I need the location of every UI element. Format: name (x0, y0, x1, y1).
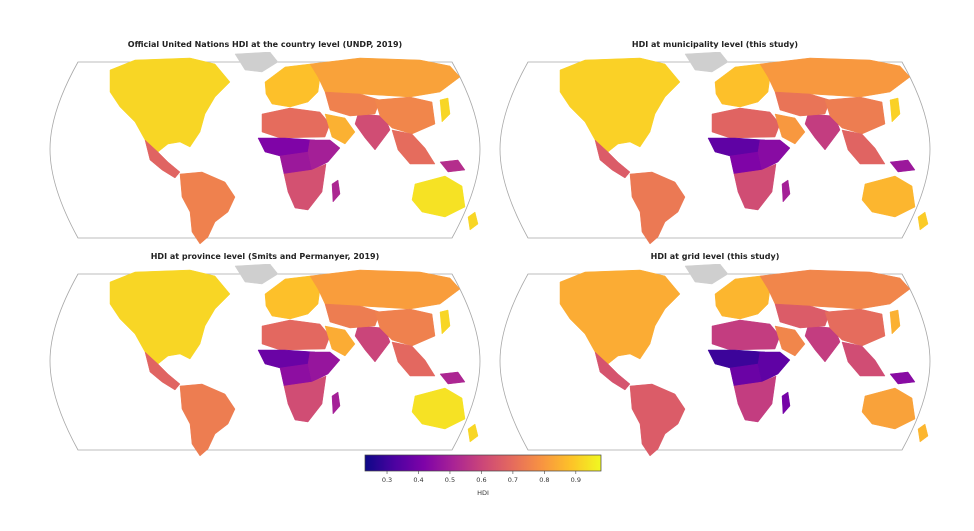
region-north-africa (261, 319, 331, 351)
region-central-asia (324, 303, 381, 329)
region-arabian-peninsula (324, 113, 356, 145)
region-europe (714, 275, 771, 320)
colorbar-tick-label: 0.4 (413, 476, 423, 484)
colorbar-tick-label: 0.3 (382, 476, 392, 484)
world-map (49, 52, 481, 245)
region-new-zealand (467, 211, 479, 231)
region-central-america (594, 351, 631, 391)
region-central-asia (324, 91, 381, 117)
region-east-africa (307, 351, 341, 383)
colorbar: 0.3 0.4 0.5 0.6 0.7 0.8 0.9 HDI (360, 450, 610, 510)
region-new-zealand (467, 423, 479, 443)
region-south-america (179, 383, 236, 457)
region-north-america (109, 269, 231, 365)
region-papua-new-guinea (889, 371, 916, 385)
region-russia (309, 57, 461, 98)
region-greenland (684, 264, 729, 285)
panel-title: HDI at province level (Smits and Permany… (150, 252, 380, 261)
world-map (499, 52, 931, 245)
region-papua-new-guinea (439, 371, 466, 385)
region-south-america (629, 383, 686, 457)
region-arabian-peninsula (774, 325, 806, 357)
region-central-asia (774, 303, 831, 329)
region-north-america (109, 57, 231, 153)
region-southeast-asia (841, 129, 886, 165)
region-north-america (559, 269, 681, 365)
region-papua-new-guinea (889, 159, 916, 173)
region-greenland (684, 52, 729, 73)
region-arabian-peninsula (774, 113, 806, 145)
map-panel-province-level: HDI at province level (Smits and Permany… (40, 252, 490, 457)
region-madagascar (781, 391, 791, 415)
region-japan (889, 309, 901, 335)
map-panel-grid-level: HDI at grid level (this study) (490, 252, 940, 457)
colorbar-tick-label: 0.5 (445, 476, 455, 484)
region-southern-africa (733, 375, 777, 423)
colorbar-svg: 0.3 0.4 0.5 0.6 0.7 0.8 0.9 HDI (364, 454, 602, 497)
region-southeast-asia (391, 129, 436, 165)
region-china-east-asia (824, 96, 886, 135)
region-east-africa (307, 139, 341, 171)
region-north-africa (711, 107, 781, 139)
region-japan (439, 309, 451, 335)
region-australia (411, 175, 466, 218)
region-southern-africa (733, 163, 777, 211)
map-panel-country-level: Official United Nations HDI at the count… (40, 40, 490, 245)
region-north-america (559, 57, 681, 153)
colorbar-tick-label: 0.8 (539, 476, 549, 484)
region-central-america (144, 351, 181, 391)
region-south-america (179, 171, 236, 245)
panel-title: HDI at municipality level (this study) (631, 40, 799, 49)
region-china-east-asia (374, 308, 436, 347)
map-frame (49, 273, 481, 451)
region-japan (889, 97, 901, 123)
region-china-east-asia (374, 96, 436, 135)
region-madagascar (331, 179, 341, 203)
colorbar-gradient (364, 454, 602, 472)
world-map (499, 264, 931, 457)
region-southern-africa (283, 163, 327, 211)
region-australia (411, 387, 466, 430)
region-central-america (144, 139, 181, 179)
region-southern-africa (283, 375, 327, 423)
region-arabian-peninsula (324, 325, 356, 357)
region-central-asia (774, 91, 831, 117)
region-papua-new-guinea (439, 159, 466, 173)
region-europe (264, 275, 321, 320)
region-china-east-asia (824, 308, 886, 347)
region-europe (714, 63, 771, 108)
world-map (49, 264, 481, 457)
map-frame (499, 273, 931, 451)
region-europe (264, 63, 321, 108)
region-japan (439, 97, 451, 123)
region-new-zealand (917, 423, 929, 443)
region-central-america (594, 139, 631, 179)
region-east-africa (757, 351, 791, 383)
region-east-africa (757, 139, 791, 171)
region-new-zealand (917, 211, 929, 231)
region-greenland (234, 264, 279, 285)
region-southeast-asia (841, 341, 886, 377)
region-madagascar (781, 179, 791, 203)
region-southeast-asia (391, 341, 436, 377)
region-russia (759, 269, 911, 310)
colorbar-tick-label: 0.9 (571, 476, 581, 484)
panel-title: HDI at grid level (this study) (650, 252, 780, 261)
colorbar-tick-label: 0.6 (476, 476, 486, 484)
region-north-africa (261, 107, 331, 139)
region-australia (861, 387, 916, 430)
map-frame (49, 61, 481, 239)
region-russia (309, 269, 461, 310)
region-australia (861, 175, 916, 218)
colorbar-tick-label: 0.7 (508, 476, 518, 484)
region-madagascar (331, 391, 341, 415)
region-russia (759, 57, 911, 98)
region-north-africa (711, 319, 781, 351)
map-frame (499, 61, 931, 239)
panel-title: Official United Nations HDI at the count… (127, 40, 403, 49)
region-greenland (234, 52, 279, 73)
colorbar-label: HDI (477, 489, 489, 497)
map-panel-municipality-level: HDI at municipality level (this study) (490, 40, 940, 245)
region-south-america (629, 171, 686, 245)
